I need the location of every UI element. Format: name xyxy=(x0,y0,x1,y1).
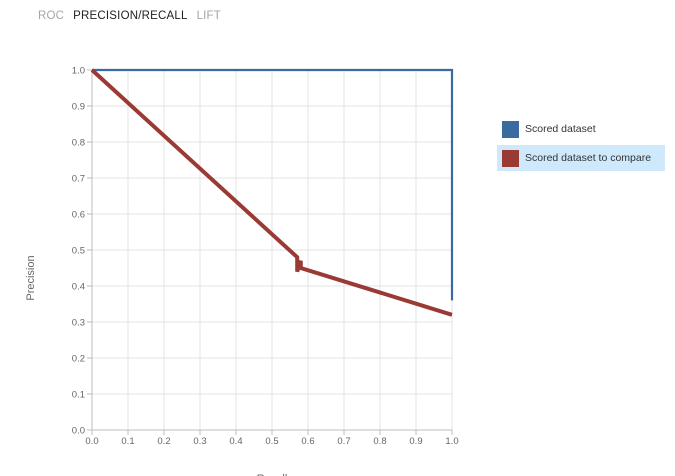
series-line-scored-dataset-to-compare xyxy=(90,68,453,317)
y-tick-label: 0.7 xyxy=(72,174,85,185)
tab-precision-recall[interactable]: PRECISION/RECALL xyxy=(73,10,188,22)
legend-label: Scored dataset to compare xyxy=(525,152,652,164)
y-axis-title: Precision xyxy=(25,255,37,300)
x-tick-label: 0.8 xyxy=(373,436,386,447)
y-tick-label: 0.3 xyxy=(72,318,85,329)
y-tick-label: 0.0 xyxy=(72,426,85,437)
x-tick-label: 0.2 xyxy=(157,436,170,447)
y-tick-label: 0.1 xyxy=(72,390,85,401)
x-tick-label: 0.9 xyxy=(409,436,422,447)
legend-swatch-scored-dataset xyxy=(502,120,519,138)
x-tick-label: 0.6 xyxy=(301,436,314,447)
y-tick-label: 0.4 xyxy=(72,282,85,293)
y-tick-label: 0.9 xyxy=(72,102,85,113)
chart-legend: Scored dataset Scored dataset to compare xyxy=(497,116,665,174)
tab-lift[interactable]: LIFT xyxy=(196,10,222,22)
y-tick-label: 0.2 xyxy=(72,354,85,365)
x-tick-label: 0.5 xyxy=(265,436,278,447)
x-tick-label: 0.4 xyxy=(229,436,242,447)
x-tick-label: 0.1 xyxy=(121,436,134,447)
legend-label: Scored dataset xyxy=(525,123,596,135)
y-tick-label: 0.8 xyxy=(72,138,85,149)
tab-roc[interactable]: ROC xyxy=(38,10,65,22)
x-axis-title: Recall xyxy=(257,473,288,476)
chart-view-tabs: ROC PRECISION/RECALL LIFT xyxy=(38,10,221,22)
y-tick-label: 0.6 xyxy=(72,210,85,221)
series-line-scored-dataset xyxy=(92,68,454,301)
y-tick-label: 0.5 xyxy=(72,246,85,257)
legend-item-scored-dataset-to-compare[interactable]: Scored dataset to compare xyxy=(497,145,665,171)
y-tick-label: 1.0 xyxy=(72,66,85,77)
x-tick-label: 0.3 xyxy=(193,436,206,447)
x-tick-label: 0.7 xyxy=(337,436,350,447)
x-tick-label: 0.0 xyxy=(85,436,98,447)
legend-item-scored-dataset[interactable]: Scored dataset xyxy=(497,116,665,142)
x-tick-label: 1.0 xyxy=(445,436,458,447)
legend-swatch-scored-dataset-to-compare xyxy=(502,149,519,167)
